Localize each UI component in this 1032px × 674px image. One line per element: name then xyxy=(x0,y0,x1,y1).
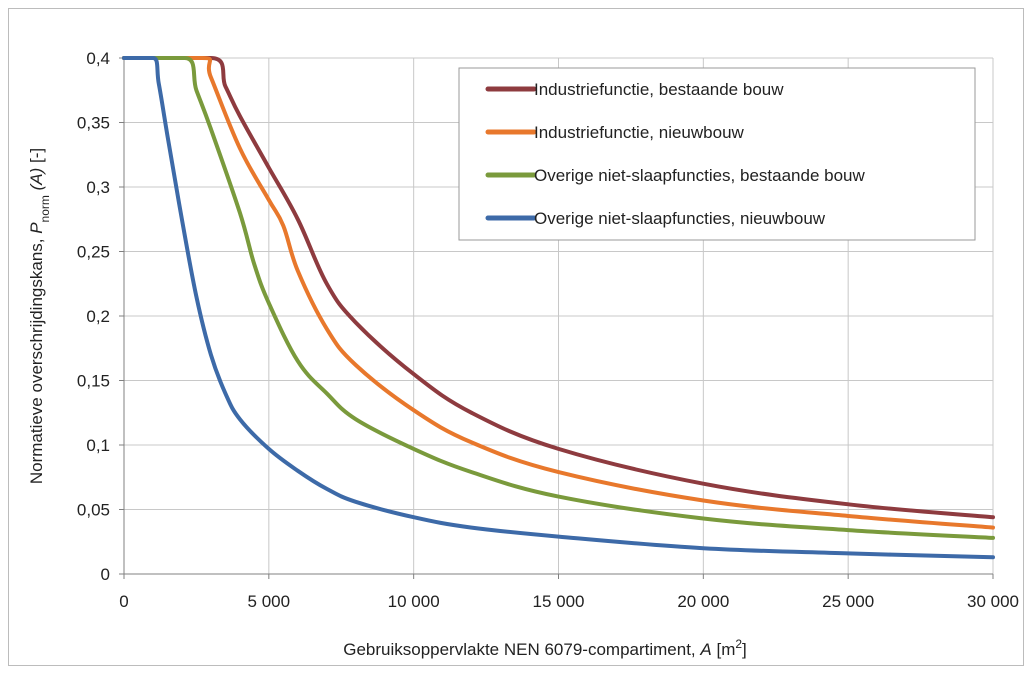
y-tick-label: 0,15 xyxy=(77,372,110,391)
series-line-4 xyxy=(122,55,995,560)
series-line-2 xyxy=(122,55,995,530)
y-tick-label: 0,2 xyxy=(86,307,110,326)
legend-label-3: Overige niet-slaapfuncties, bestaande bo… xyxy=(534,166,865,185)
series-lines xyxy=(122,55,995,560)
y-tick-label: 0,25 xyxy=(77,243,110,262)
y-tick-label: 0 xyxy=(101,565,110,584)
x-axis-title: Gebruiksoppervlakte NEN 6079-compartimen… xyxy=(343,637,747,659)
y-tick-label: 0,05 xyxy=(77,501,110,520)
y-tick-label: 0,4 xyxy=(86,49,110,68)
legend: Industriefunctie, bestaande bouw Industri… xyxy=(458,67,976,241)
axes xyxy=(119,57,994,579)
x-tick-label: 30 000 xyxy=(967,592,1019,611)
tick-labels: 0 0,05 0,1 0,15 0,2 0,25 0,3 0,35 0,4 0 5 000 10 00… xyxy=(77,49,1019,611)
x-tick-label: 10 000 xyxy=(388,592,440,611)
chart-frame xyxy=(8,8,1024,666)
series-line-1 xyxy=(122,55,995,520)
y-tick-label: 0,3 xyxy=(86,178,110,197)
x-tick-label: 20 000 xyxy=(677,592,729,611)
x-tick-label: 5 000 xyxy=(248,592,291,611)
legend-label-1: Industriefunctie, bestaande bouw xyxy=(534,80,784,99)
x-tick-label: 0 xyxy=(119,592,128,611)
series-line-3 xyxy=(122,55,995,540)
y-tick-label: 0,1 xyxy=(86,436,110,455)
legend-label-2: Industriefunctie, nieuwbouw xyxy=(534,123,745,142)
x-tick-label: 15 000 xyxy=(533,592,585,611)
legend-box xyxy=(458,67,976,241)
y-tick-label: 0,35 xyxy=(77,114,110,133)
y-axis-title: Normatieve overschrijdingskans, Pnorm (A… xyxy=(27,148,52,484)
x-tick-label: 25 000 xyxy=(822,592,874,611)
legend-label-4: Overige niet-slaapfuncties, nieuwbouw xyxy=(534,209,826,228)
